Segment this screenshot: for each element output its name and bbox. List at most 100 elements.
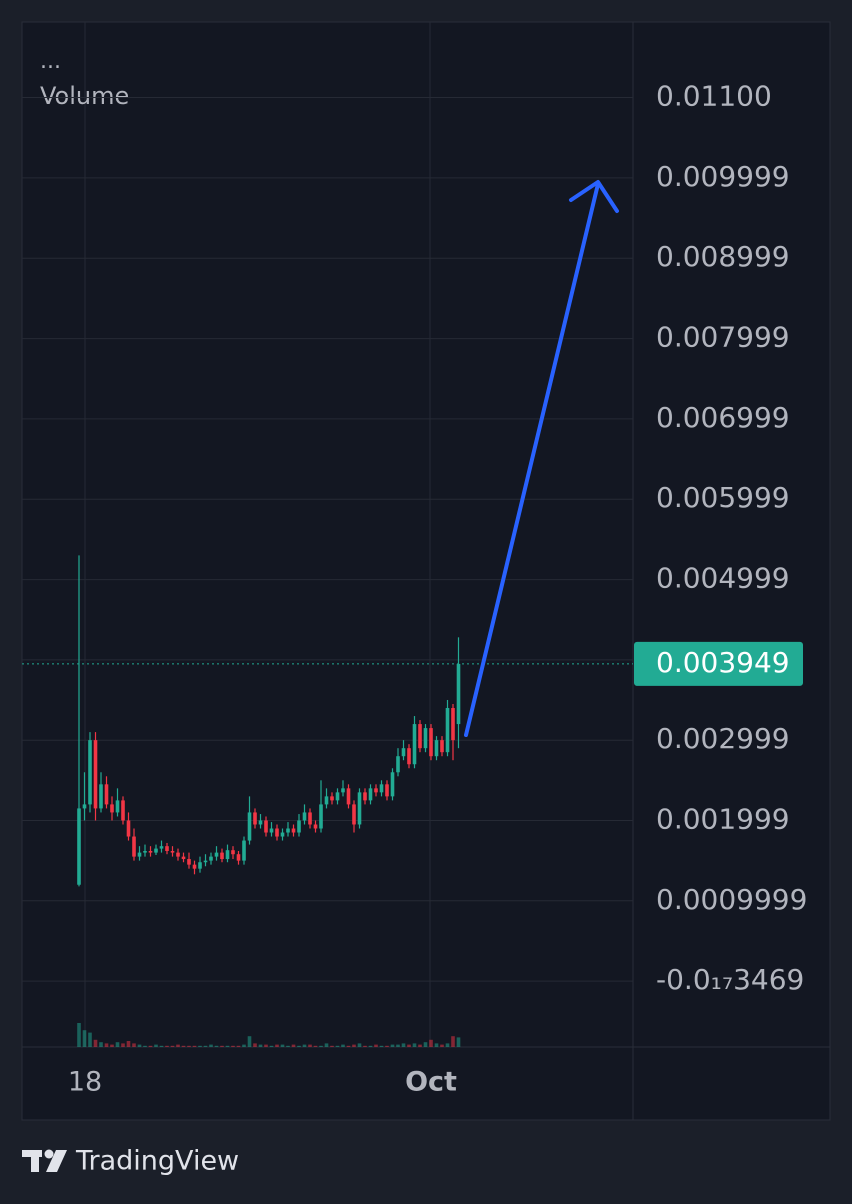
candle-body: [440, 740, 444, 753]
candle-body: [379, 784, 384, 793]
candle-body: [242, 840, 246, 861]
volume-bar: [319, 1045, 323, 1047]
candle-body: [352, 804, 356, 825]
candle-body: [104, 784, 109, 805]
volume-bar: [313, 1045, 318, 1047]
volume-bar: [368, 1045, 373, 1047]
volume-bar: [335, 1045, 340, 1047]
volume-bar: [286, 1045, 290, 1047]
volume-bar: [110, 1044, 114, 1047]
volume-bar: [412, 1043, 417, 1047]
volume-bar: [159, 1045, 164, 1047]
volume-bar: [181, 1045, 186, 1047]
candle-body: [220, 852, 224, 860]
candle-body: [225, 850, 230, 860]
last-price-label: 0.003949: [656, 646, 790, 679]
candle-body: [341, 788, 345, 793]
volume-bar: [121, 1043, 125, 1047]
volume-bar: [93, 1039, 98, 1047]
volume-bar: [225, 1045, 230, 1047]
volume-bar: [308, 1044, 312, 1047]
candle-body: [77, 808, 81, 885]
candle-body: [390, 772, 395, 797]
y-tick-label: 0.008999: [656, 240, 790, 273]
volume-bar: [275, 1044, 279, 1047]
volume-bar: [297, 1045, 301, 1047]
candle-body: [286, 828, 290, 833]
volume-bar: [451, 1036, 455, 1047]
volume-bar: [434, 1043, 439, 1047]
x-tick-label: 18: [68, 1067, 102, 1098]
y-tick-label: 0.001999: [656, 803, 790, 836]
y-tick-label: -0.0₁₇3469: [656, 963, 804, 996]
candle-body: [258, 820, 263, 825]
candle-body: [297, 820, 301, 833]
candle-body: [99, 784, 103, 809]
volume-bar: [346, 1045, 351, 1047]
volume-bar: [187, 1045, 191, 1047]
volume-bar: [324, 1043, 329, 1047]
candle-body: [115, 800, 120, 813]
candle-body: [176, 852, 180, 857]
volume-bar: [330, 1045, 334, 1047]
candle-body: [275, 828, 279, 837]
candle-body: [363, 792, 367, 801]
y-tick-label: 0.005999: [656, 481, 790, 514]
volume-bar: [429, 1039, 433, 1047]
candle-body: [236, 854, 241, 861]
candle-body: [148, 850, 153, 853]
volume-bar: [132, 1043, 136, 1047]
y-tick-label: 0.01100: [656, 80, 772, 113]
brand: TradingView: [75, 1146, 239, 1177]
volume-bar: [269, 1045, 274, 1047]
volume-bar: [220, 1045, 224, 1047]
candle-body: [209, 856, 213, 861]
volume-bar: [214, 1045, 219, 1047]
volume-bar: [198, 1045, 202, 1047]
candle-body: [231, 850, 235, 855]
y-tick-label: 0.007999: [656, 321, 790, 354]
candle-body: [203, 860, 208, 863]
volume-bar: [401, 1043, 406, 1047]
candle-body: [165, 846, 169, 851]
candle-body: [401, 748, 406, 757]
candle-body: [269, 828, 274, 833]
volume-bar: [379, 1045, 384, 1047]
candle-body: [445, 708, 450, 753]
volume-bar: [352, 1044, 356, 1047]
volume-bar: [170, 1045, 175, 1047]
candle-body: [324, 796, 329, 805]
candle-body: [264, 820, 268, 833]
volume-bar: [99, 1042, 103, 1047]
logo: [22, 1149, 67, 1172]
candle-body: [181, 856, 186, 860]
candle-body: [313, 824, 318, 829]
candle-body: [346, 788, 351, 805]
arrow-head: [569, 180, 619, 213]
candle-body: [412, 724, 417, 765]
volume-bar: [104, 1043, 109, 1047]
volume-bar: [247, 1036, 252, 1047]
candle-body: [126, 820, 131, 837]
candle-body: [143, 850, 147, 853]
candle-body: [423, 728, 428, 749]
y-tick-label: 0.009999: [656, 160, 790, 193]
volume-bar: [192, 1045, 197, 1047]
x-tick-label: Oct: [405, 1067, 457, 1098]
volume-bar: [385, 1045, 389, 1047]
candle-body: [418, 724, 422, 749]
volume-bar: [231, 1045, 235, 1047]
candle-body: [88, 740, 92, 805]
last-price-tag: [634, 641, 803, 686]
grid: [22, 97, 633, 982]
y-tick-label: 0.002999: [656, 722, 790, 755]
candle-body: [396, 756, 400, 773]
volume-bar: [341, 1044, 345, 1047]
y-tick-label: 0.0009999: [656, 883, 807, 916]
volume-bar: [418, 1044, 422, 1047]
candle-body: [132, 836, 136, 857]
volume-bar: [148, 1045, 153, 1047]
candle-body: [385, 784, 389, 797]
